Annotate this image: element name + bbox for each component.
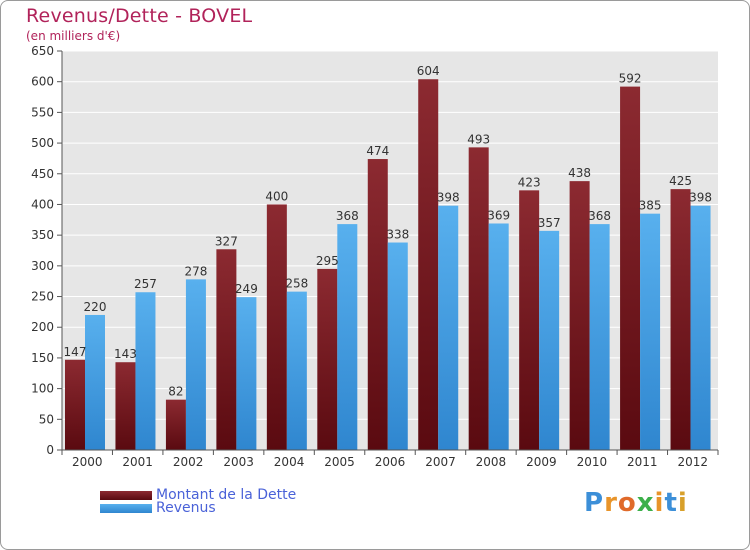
data-label-revenus: 368 (336, 209, 359, 223)
data-label-revenus: 220 (84, 300, 107, 314)
logo-letter: P (584, 488, 605, 518)
bar-revenus (488, 223, 509, 450)
data-label-dette: 592 (619, 72, 642, 86)
data-label-revenus: 249 (235, 282, 258, 296)
data-label-dette: 295 (316, 254, 339, 268)
bar-revenus (589, 224, 610, 450)
bar-dette (670, 189, 691, 450)
x-tick-label: 2005 (324, 455, 355, 469)
y-tick-label: 100 (31, 382, 54, 396)
x-tick-label: 2002 (173, 455, 204, 469)
x-tick-label: 2004 (274, 455, 305, 469)
bar-revenus (236, 297, 257, 450)
legend-label-revenus: Revenus (156, 500, 216, 516)
x-tick-label: 2011 (627, 455, 658, 469)
x-tick-label: 2000 (72, 455, 103, 469)
y-tick-label: 200 (31, 320, 54, 334)
data-label-dette: 400 (265, 189, 288, 203)
x-tick-label: 2007 (425, 455, 456, 469)
bar-dette (367, 159, 388, 450)
bar-revenus (539, 230, 560, 450)
bar-dette (216, 249, 237, 450)
logo-letter: i (654, 488, 665, 518)
data-label-revenus: 257 (134, 277, 157, 291)
bar-dette (115, 362, 136, 450)
y-tick-label: 500 (31, 136, 54, 150)
y-tick-label: 250 (31, 290, 54, 304)
data-label-dette: 425 (669, 174, 692, 188)
chart-subtitle: (en milliers d'€) (26, 29, 121, 43)
x-tick-label: 2008 (476, 455, 507, 469)
bar-dette (65, 359, 85, 450)
data-label-revenus: 278 (184, 264, 207, 278)
bar-dette (569, 181, 590, 451)
data-label-revenus: 258 (285, 277, 308, 291)
y-tick-label: 400 (31, 197, 54, 211)
bar-dette (468, 147, 489, 450)
data-label-dette: 438 (568, 166, 591, 180)
logo-letter: t (664, 488, 678, 518)
bar-revenus (690, 205, 711, 450)
data-label-dette: 493 (467, 132, 490, 146)
x-tick-label: 2010 (577, 455, 608, 469)
bar-revenus (438, 205, 459, 450)
bar-dette (519, 190, 540, 450)
legend-item-revenus: Revenus (100, 500, 216, 516)
x-tick-label: 2001 (122, 455, 153, 469)
proxiti-logo: Proxiti (584, 488, 688, 518)
bar-revenus (135, 292, 156, 450)
legend-swatch-debt (100, 490, 152, 500)
axes: 0 50 100 150 200 250 300 350 400 450 500 550 600 650 2… (31, 44, 719, 469)
bar-revenus (286, 291, 307, 450)
y-tick-label: 350 (31, 228, 54, 242)
data-labels: 147 220 143 257 82 278 327 249 400 258 295 368 474 33… (64, 64, 712, 398)
y-tick-label: 600 (31, 75, 54, 89)
x-tick-label: 2009 (526, 455, 557, 469)
y-tick-label: 300 (31, 259, 54, 273)
y-tick-label: 450 (31, 167, 54, 181)
data-label-dette: 423 (518, 175, 541, 189)
data-label-revenus: 338 (386, 228, 409, 242)
logo-letter: i (677, 488, 688, 518)
legend-label-debt: Montant de la Dette (156, 487, 297, 503)
data-label-revenus: 357 (538, 216, 561, 230)
bar-revenus (85, 314, 105, 450)
y-tick-label: 50 (39, 412, 54, 426)
data-label-revenus: 398 (437, 191, 460, 205)
y-tick-label: 550 (31, 105, 54, 119)
logo-letter: o (617, 488, 637, 518)
bar-dette (418, 79, 439, 450)
data-label-revenus: 368 (588, 209, 611, 223)
bar-dette (165, 399, 186, 450)
data-label-revenus: 369 (487, 208, 510, 222)
x-tick-label: 2006 (375, 455, 406, 469)
bar-revenus (640, 213, 661, 450)
chart-title: Revenus/Dette - BOVEL (26, 5, 253, 27)
data-label-dette: 327 (215, 234, 238, 248)
x-tick-label: 2012 (677, 455, 708, 469)
bar-dette (620, 86, 641, 450)
data-label-dette: 147 (64, 345, 87, 359)
data-label-dette: 474 (366, 144, 389, 158)
bar-dette (317, 268, 338, 450)
legend-item-debt: Montant de la Dette (100, 487, 297, 503)
data-label-dette: 82 (168, 385, 183, 399)
bar-revenus (185, 279, 206, 450)
data-label-dette: 604 (417, 64, 440, 78)
data-label-revenus: 398 (689, 191, 712, 205)
logo-letter: x (636, 488, 655, 518)
y-tick-label: 650 (31, 44, 54, 58)
logo-letter: r (604, 488, 618, 518)
bars (65, 79, 711, 451)
data-label-revenus: 385 (639, 199, 662, 213)
data-label-dette: 143 (114, 347, 137, 361)
y-tick-label: 150 (31, 351, 54, 365)
legend-swatch-revenus (100, 503, 152, 513)
bar-revenus (337, 224, 358, 450)
bar-revenus (387, 242, 408, 450)
y-tick-label: 0 (46, 443, 54, 457)
bar-dette (266, 204, 287, 450)
x-tick-label: 2003 (223, 455, 254, 469)
